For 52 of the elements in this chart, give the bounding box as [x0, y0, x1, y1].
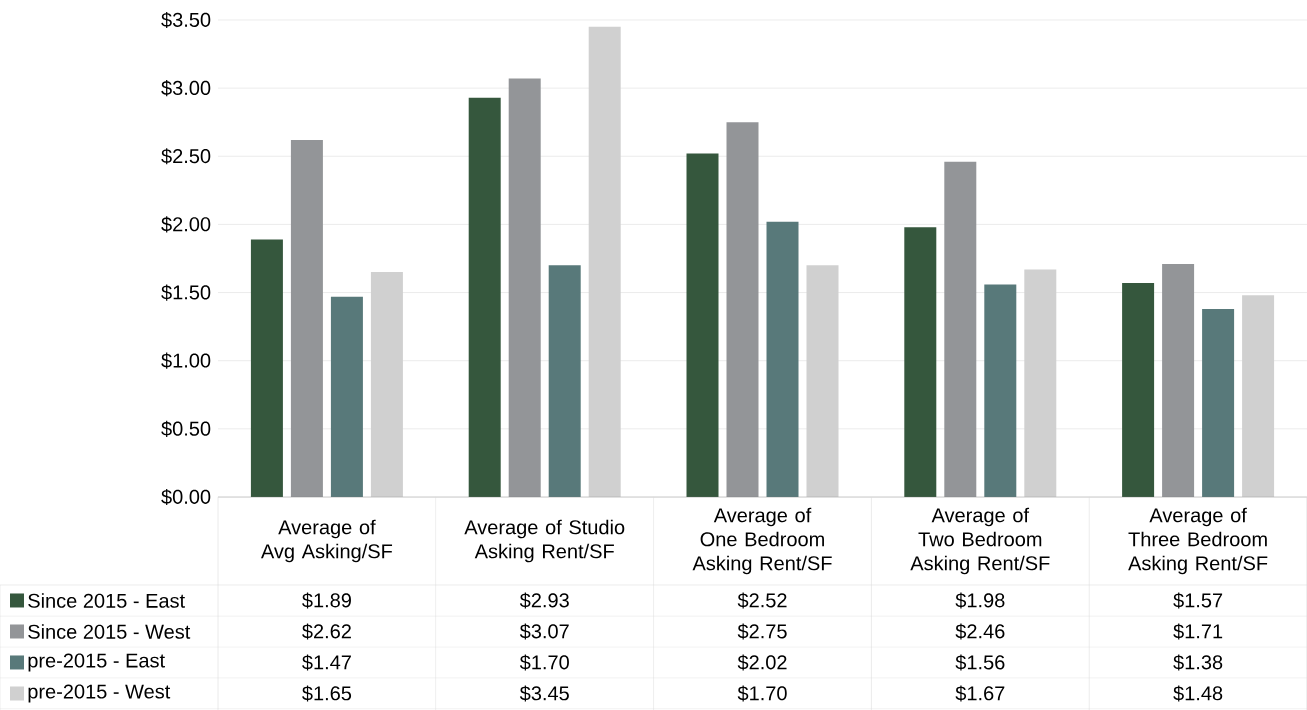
y-tick-label: $2.00: [161, 216, 211, 233]
bar: [508, 78, 541, 497]
bar: [766, 221, 799, 497]
x-tick-label: Average of Three Bedroom Asking Rent/SF: [1128, 507, 1268, 575]
data-label: $1.48: [1173, 685, 1223, 702]
data-label: $1.38: [1173, 654, 1223, 671]
y-tick-label: $3.50: [161, 11, 211, 29]
bar: [944, 161, 977, 497]
y-tick-label: $1.00: [161, 352, 211, 369]
y-tick-label: $0.50: [161, 420, 211, 437]
x-tick-label: Average of Two Bedroom Asking Rent/SF: [910, 507, 1050, 575]
data-label: $1.89: [302, 592, 351, 609]
data-label: $1.57: [1173, 592, 1223, 609]
data-label: $1.56: [955, 654, 1005, 671]
legend-label: Since 2015 - West: [28, 624, 191, 639]
bar: [468, 97, 501, 497]
data-label: $1.67: [955, 685, 1005, 702]
data-label: $2.52: [737, 592, 787, 609]
bar: [904, 227, 937, 497]
bar: [548, 265, 581, 497]
data-label: $1.71: [1173, 623, 1223, 640]
legend-label: Since 2015 - East: [28, 593, 185, 608]
y-tick-label: $0.00: [161, 488, 211, 506]
bar: [686, 153, 719, 497]
x-tick-label: Average of One Bedroom Asking Rent/SF: [692, 507, 832, 575]
bar: [290, 139, 323, 497]
data-label: $1.47: [302, 654, 351, 671]
bar: [726, 122, 759, 497]
data-label: $2.75: [737, 623, 787, 640]
data-label: $2.62: [302, 623, 351, 640]
data-label: $1.65: [302, 685, 352, 702]
data-label: $3.45: [519, 685, 569, 702]
y-tick-label: $1.50: [161, 284, 211, 301]
bar: [1122, 283, 1155, 497]
data-label: $2.46: [955, 623, 1005, 640]
data-label: $1.98: [955, 592, 1005, 609]
legend-label: pre-2015 - East: [28, 653, 165, 672]
y-tick-label: $2.50: [161, 148, 211, 165]
legend-label: pre-2015 - West: [28, 684, 171, 703]
y-tick-label: $3.00: [161, 80, 211, 97]
x-tick-label: Average of Studio Asking Rent/SF: [464, 519, 625, 563]
bar: [330, 296, 363, 497]
data-label: $1.70: [519, 654, 569, 671]
data-label: $2.93: [519, 592, 569, 609]
data-label: $3.07: [519, 623, 569, 640]
bar: [1162, 263, 1195, 497]
bar: [984, 284, 1017, 497]
data-label: $2.02: [737, 654, 787, 671]
bar: [1202, 308, 1235, 497]
bar: [250, 239, 283, 497]
data-label: $1.70: [737, 685, 787, 702]
x-tick-label: Average of Avg Asking/SF: [260, 519, 393, 563]
